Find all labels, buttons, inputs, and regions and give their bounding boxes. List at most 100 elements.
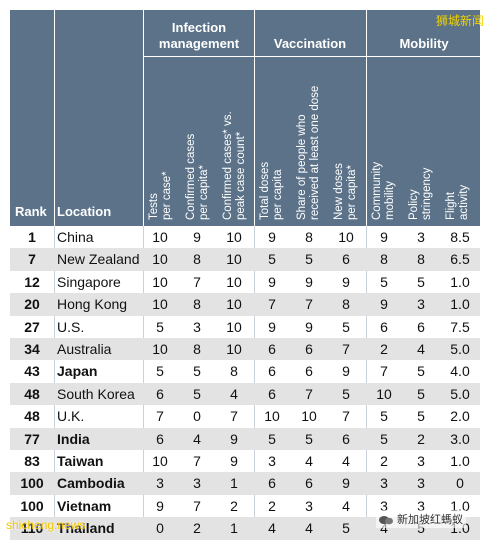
header-divider — [366, 10, 367, 226]
score-cell: 8 — [193, 296, 201, 313]
location-cell: South Korea — [57, 385, 135, 402]
score-cell: 6 — [342, 430, 350, 447]
score-cell: 1 — [230, 475, 238, 492]
rank-cell: 27 — [24, 318, 40, 335]
group-title-mobility: Mobility — [399, 36, 449, 51]
score-cell: 9 — [342, 363, 350, 380]
score-cell: 10 — [152, 341, 168, 357]
score-cell: 6 — [305, 363, 313, 380]
score-cell: 10 — [152, 229, 168, 245]
score-cell: 10 — [226, 341, 242, 357]
score-cell: 4 — [417, 341, 425, 357]
score-cell: 8 — [193, 341, 201, 357]
score-cell: 2 — [230, 497, 238, 514]
location-cell: Vietnam — [57, 497, 112, 514]
group-title-infection: Infection management — [158, 20, 240, 51]
score-cell: 9 — [342, 475, 350, 492]
score-cell: 0 — [193, 408, 201, 425]
score-cell: 5 — [193, 363, 201, 380]
score-cell: 3 — [193, 475, 201, 492]
score-cell: 8.5 — [450, 229, 470, 245]
score-cell: 4 — [268, 520, 276, 537]
score-cell: 5.0 — [450, 385, 470, 402]
watermark-text: 新加坡红螞蚁 — [397, 514, 463, 526]
score-cell: 3 — [156, 475, 164, 492]
score-cell: 6 — [268, 341, 276, 357]
location-cell: Thailand — [57, 520, 115, 537]
score-cell: 5.0 — [450, 341, 470, 357]
rank-cell: 7 — [28, 251, 36, 268]
header-divider — [143, 10, 144, 226]
score-cell: 7.5 — [450, 318, 470, 335]
score-cell: 9 — [305, 318, 313, 335]
score-cell: 3 — [305, 497, 313, 514]
header-divider — [254, 10, 255, 226]
table-row: 48 South Korea 6 5 4 6 7 5 10 5 5.0 — [10, 382, 480, 406]
score-cell: 10 — [226, 229, 242, 245]
score-cell: 10 — [226, 318, 242, 335]
score-cell: 7 — [305, 296, 313, 313]
score-cell: 5 — [305, 251, 313, 268]
score-cell: 5 — [417, 520, 425, 537]
rank-cell: 48 — [24, 408, 40, 425]
score-cell: 4 — [230, 385, 238, 402]
rank-cell: 100 — [20, 497, 44, 514]
location-cell: Japan — [57, 363, 98, 380]
score-cell: 10 — [152, 273, 168, 290]
score-cell: 1.0 — [450, 497, 470, 514]
watermark-badge: 新加坡红螞蚁 — [376, 510, 466, 528]
rank-cell: 77 — [24, 430, 40, 447]
score-cell: 3 — [193, 318, 201, 335]
score-cell: 9 — [268, 273, 276, 290]
score-cell: 10 — [338, 229, 354, 245]
header-divider — [54, 10, 55, 226]
score-cell: 7 — [342, 341, 350, 357]
score-cell: 0 — [156, 520, 164, 537]
score-cell: 3 — [380, 497, 388, 514]
score-cell: 3 — [417, 497, 425, 514]
score-cell: 5 — [417, 408, 425, 425]
table-row: 1 China 10 9 10 9 8 10 9 3 8.5 — [10, 226, 480, 248]
score-cell: 5 — [342, 385, 350, 402]
column-header-total-doses: Total doses per capita — [259, 161, 284, 220]
score-cell: 5 — [156, 318, 164, 335]
location-cell: Cambodia — [57, 475, 125, 492]
score-cell: 3 — [417, 453, 425, 469]
score-cell: 6 — [156, 385, 164, 402]
score-cell: 9 — [230, 453, 238, 469]
table-row: 83 Taiwan 10 7 9 3 4 4 2 3 1.0 — [10, 450, 480, 472]
score-cell: 2 — [417, 430, 425, 447]
score-cell: 0 — [456, 475, 464, 492]
score-cell: 3 — [417, 229, 425, 245]
rank-cell: 100 — [20, 475, 44, 492]
score-cell: 10 — [226, 296, 242, 313]
score-cell: 7 — [342, 408, 350, 425]
column-header-community-mobility: Community mobility — [371, 161, 396, 220]
score-cell: 1.0 — [450, 273, 470, 290]
score-cell: 6 — [342, 251, 350, 268]
score-cell: 3 — [380, 475, 388, 492]
score-cell: 6 — [268, 363, 276, 380]
score-cell: 5 — [417, 385, 425, 402]
score-cell: 2 — [193, 520, 201, 537]
score-cell: 9 — [342, 273, 350, 290]
score-cell: 6 — [268, 385, 276, 402]
score-cell: 8 — [305, 229, 313, 245]
score-cell: 5 — [342, 520, 350, 537]
chat-icon — [379, 515, 393, 526]
location-cell: Hong Kong — [57, 296, 128, 313]
group-rule — [366, 56, 480, 57]
score-cell: 3 — [417, 475, 425, 492]
column-divider — [54, 226, 55, 538]
score-cell: 1 — [230, 520, 238, 537]
column-header-new-doses: New doses per capita* — [333, 163, 358, 220]
score-cell: 8 — [417, 251, 425, 268]
score-cell: 8 — [342, 296, 350, 313]
table-row: 7 New Zealand 10 8 10 5 5 6 8 8 6.5 — [10, 248, 480, 271]
location-cell: India — [57, 430, 90, 447]
rank-cell: 1 — [28, 229, 36, 245]
score-cell: 9 — [268, 318, 276, 335]
table-row: 43 Japan 5 5 8 6 6 9 7 5 4.0 — [10, 360, 480, 382]
score-cell: 10 — [264, 408, 280, 425]
score-cell: 7 — [193, 497, 201, 514]
